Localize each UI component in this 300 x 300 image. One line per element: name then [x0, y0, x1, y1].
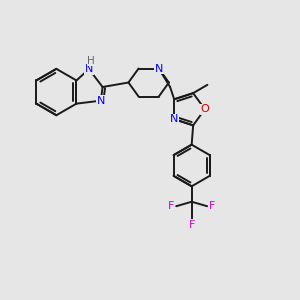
- Text: N: N: [154, 64, 163, 74]
- Text: N: N: [97, 96, 105, 106]
- Text: F: F: [188, 220, 195, 230]
- Text: F: F: [209, 201, 216, 211]
- Text: N: N: [85, 64, 93, 74]
- Text: O: O: [200, 104, 209, 114]
- Text: F: F: [168, 201, 174, 211]
- Text: H: H: [87, 56, 95, 66]
- Text: N: N: [170, 114, 178, 124]
